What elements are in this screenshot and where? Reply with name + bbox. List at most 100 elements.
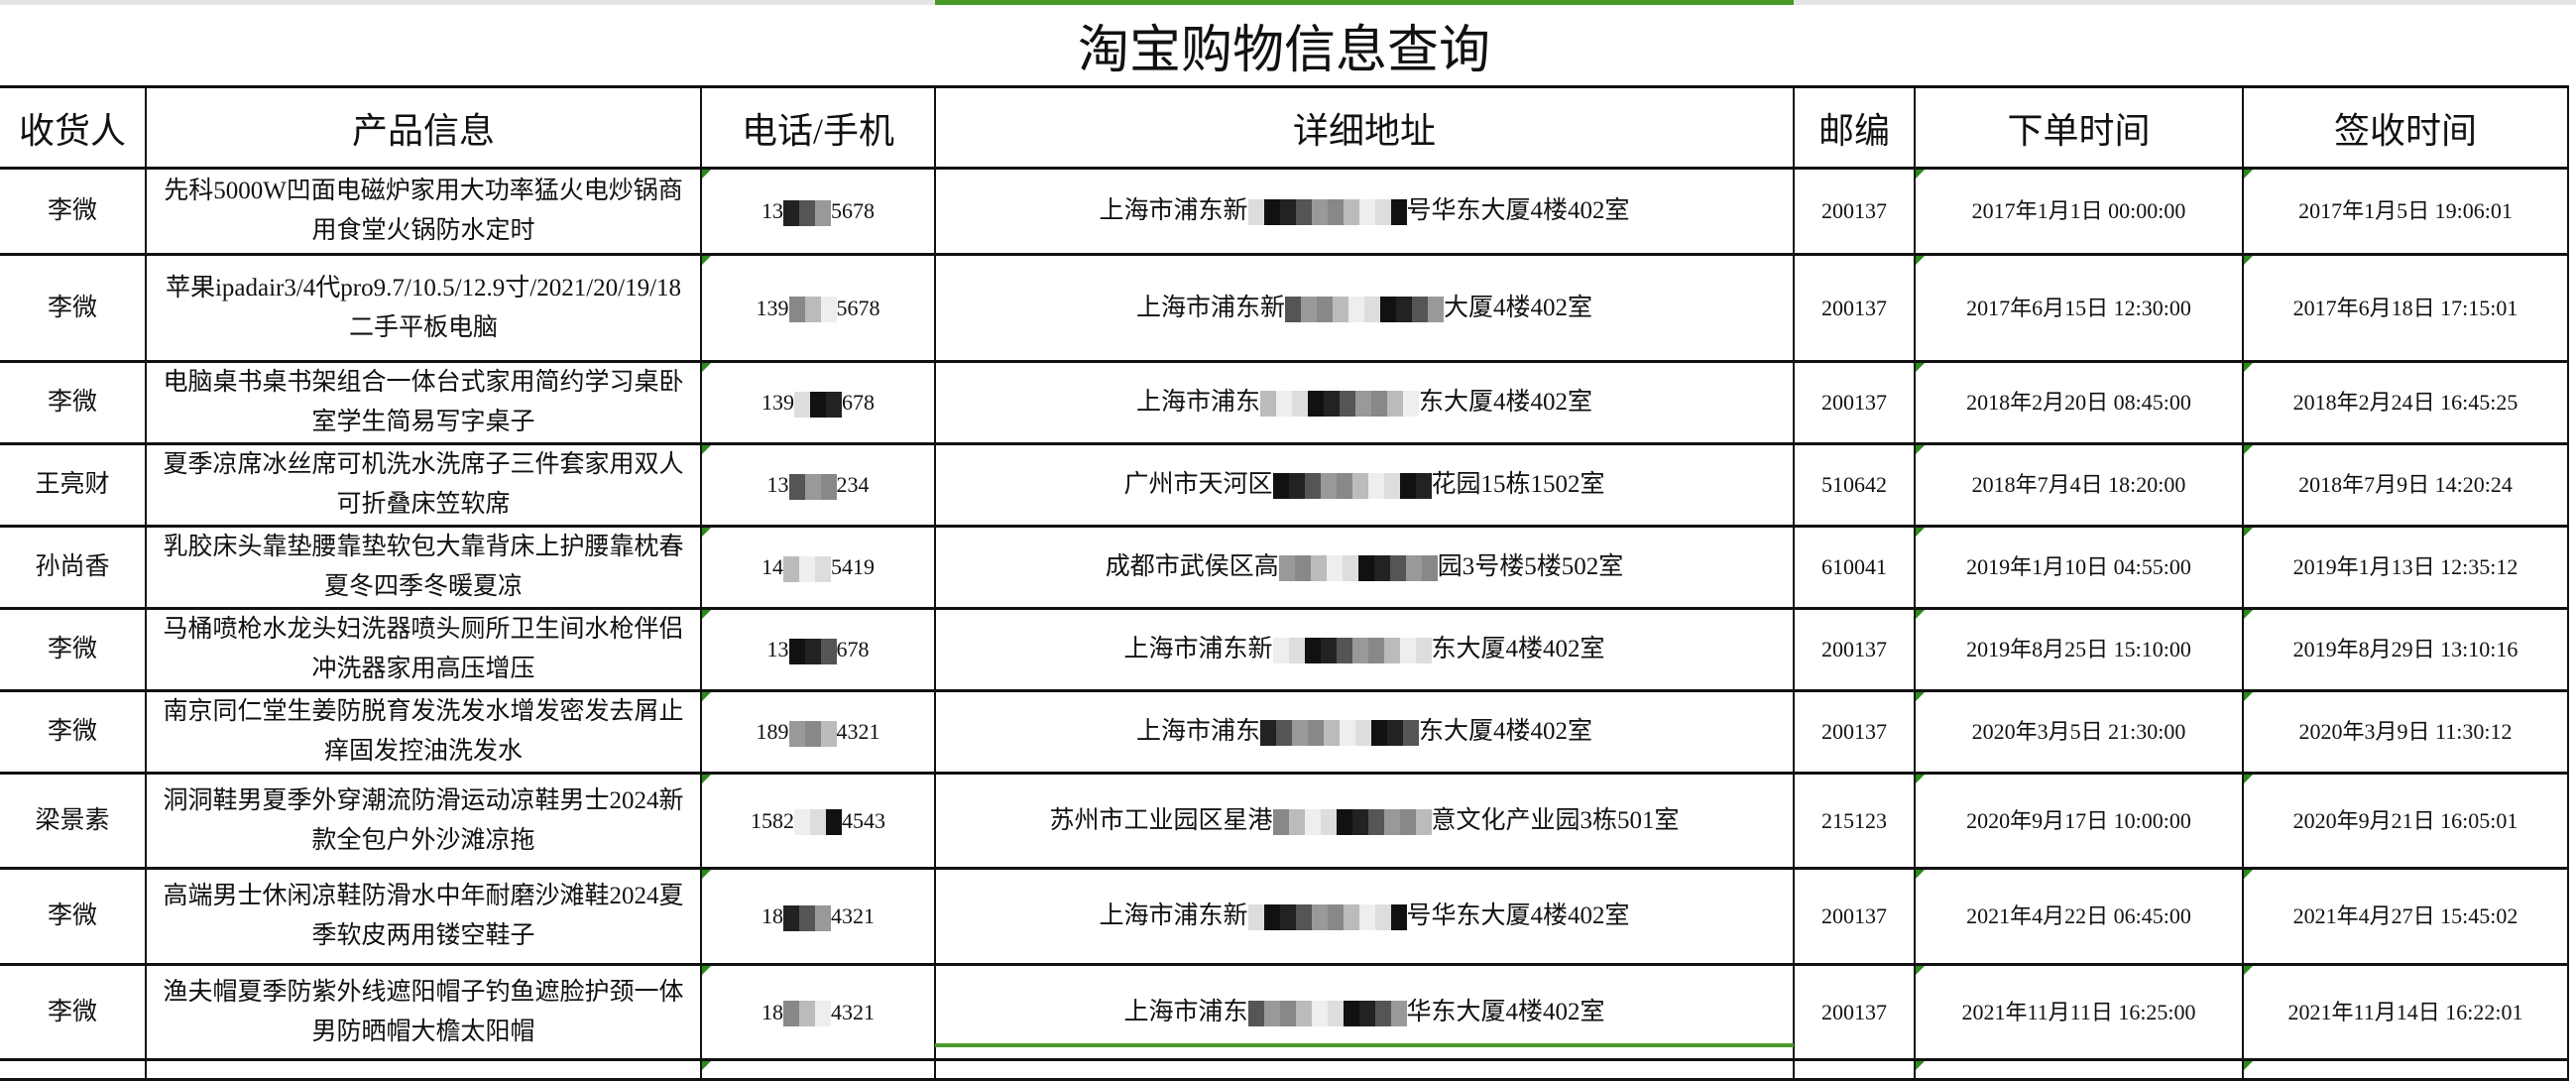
cell-phone[interactable]: 189 4321 <box>700 689 936 775</box>
cell-product[interactable]: 先科5000W凹面电磁炉家用大功率猛火电炒锅商用食堂火锅防水定时 <box>145 167 702 256</box>
redaction-mosaic <box>1260 720 1419 747</box>
cell-order-time[interactable]: 2020年3月5日 21:30:00 <box>1914 689 2244 775</box>
redaction-mosaic <box>783 199 831 226</box>
cell-address[interactable]: 广州市天河区 花园15栋1502室 <box>934 442 1795 528</box>
cell-order-time[interactable]: 2017年1月1日 00:00:00 <box>1914 167 2244 256</box>
cell-zip[interactable]: 200137 <box>1793 253 1916 363</box>
cell-phone[interactable]: 14 5419 <box>700 525 936 610</box>
phone-suffix: 4321 <box>831 903 875 928</box>
cell-sign-time[interactable]: 2018年7月9日 14:20:24 <box>2242 442 2569 528</box>
selection-border <box>935 1043 1794 1047</box>
cell-phone[interactable]: 139 5678 <box>700 253 936 363</box>
address-suffix: 花园15栋1502室 <box>1431 471 1605 498</box>
cell-phone[interactable]: 139 678 <box>700 360 936 445</box>
cell-order-time[interactable]: 2019年1月10日 04:55:00 <box>1914 525 2244 610</box>
sheet-title[interactable]: 淘宝购物信息查询 <box>1077 23 1490 79</box>
cell-order-time[interactable]: 2018年2月20日 08:45:00 <box>1914 360 2244 445</box>
cell-recipient[interactable]: 李微 <box>0 253 147 363</box>
cell-product[interactable]: 夏季凉席冰丝席可机洗水洗席子三件套家用双人可折叠床笠软席 <box>145 442 702 528</box>
cell-recipient[interactable]: 李微 <box>0 360 147 445</box>
cell-zip[interactable]: 200137 <box>1793 607 1916 692</box>
cell-recipient[interactable]: 王亮财 <box>0 442 147 528</box>
cell-sign-time[interactable]: 2020年3月9日 11:30:12 <box>2242 689 2569 775</box>
header-recipient[interactable]: 收货人 <box>0 85 147 170</box>
cell-sign-time[interactable]: 2021年11月14日 16:22:01 <box>2242 963 2569 1061</box>
cell-order-time[interactable]: 2017年6月15日 12:30:00 <box>1914 253 2244 363</box>
address-prefix: 上海市浦东新 <box>1135 294 1285 321</box>
cell-product[interactable]: 乳胶床头靠垫腰靠垫软包大靠背床上护腰靠枕春夏冬四季冬暖夏凉 <box>145 525 702 610</box>
phone-suffix: 5678 <box>836 295 880 320</box>
cell-sign-time[interactable]: 2017年1月5日 19:06:01 <box>2242 167 2569 256</box>
cell-zip[interactable]: 200137 <box>1793 963 1916 1061</box>
cell-address[interactable]: 苏州市工业园区星港 意文化产业园3栋501室 <box>934 772 1795 870</box>
cell-order-time[interactable]: 2021年4月22日 06:45:00 <box>1914 867 2244 966</box>
cell-address[interactable]: 上海市浦东新 大厦4楼402室 <box>934 253 1795 363</box>
redaction-mosaic <box>1247 199 1407 226</box>
cell-zip[interactable]: 200137 <box>1793 167 1916 256</box>
cell-sign-time[interactable]: 2020年9月21日 16:05:01 <box>2242 772 2569 870</box>
cell-sign-time[interactable]: 2019年1月13日 12:35:12 <box>2242 525 2569 610</box>
cell-zip[interactable]: 610041 <box>1793 525 1916 610</box>
cell-product[interactable]: 马桶喷枪水龙头妇洗器喷头厕所卫生间水枪伴侣冲洗器家用高压增压 <box>145 607 702 692</box>
cell-phone[interactable]: 13 234 <box>700 442 936 528</box>
cell-order-time[interactable]: 2020年9月17日 10:00:00 <box>1914 772 2244 870</box>
cell-zip[interactable]: 200137 <box>1793 360 1916 445</box>
cell-order-time[interactable]: 2018年7月4日 18:20:00 <box>1914 442 2244 528</box>
cell-recipient[interactable]: 梁景素 <box>0 772 147 870</box>
cell-address[interactable]: 上海市浦东 东大厦4楼402室 <box>934 689 1795 775</box>
cell-product[interactable]: 洞洞鞋男夏季外穿潮流防滑运动凉鞋男士2024新款全包户外沙滩凉拖 <box>145 772 702 870</box>
cell-product[interactable]: 苹果ipadair3/4代pro9.7/10.5/12.9寸/2021/20/1… <box>145 253 702 363</box>
cell-recipient[interactable]: 李微 <box>0 607 147 692</box>
redaction-mosaic <box>794 391 842 418</box>
cell-recipient[interactable]: 李微 <box>0 689 147 775</box>
cell-recipient[interactable]: 李微 <box>0 867 147 966</box>
cell-phone[interactable]: 18 4321 <box>700 867 936 966</box>
table-row: 梁景素 洞洞鞋男夏季外穿潮流防滑运动凉鞋男士2024新款全包户外沙滩凉拖 1582 4… <box>0 772 2569 870</box>
cell-sign-time[interactable]: 2018年2月24日 16:45:25 <box>2242 360 2569 445</box>
cell-product[interactable]: 电脑桌书桌书架组合一体台式家用简约学习桌卧室学生简易写字桌子 <box>145 360 702 445</box>
phone-prefix: 18 <box>761 999 783 1024</box>
header-sign-time[interactable]: 签收时间 <box>2242 85 2569 170</box>
cell-sign-time[interactable]: 2021年4月27日 15:45:02 <box>2242 867 2569 966</box>
cell-zip[interactable]: 200137 <box>1793 867 1916 966</box>
cell-recipient[interactable]: 孙尚香 <box>0 525 147 610</box>
address-suffix: 东大厦4楼402室 <box>1419 389 1593 416</box>
cell-zip[interactable]: 200137 <box>1793 689 1916 775</box>
address-prefix: 上海市浦东新 <box>1099 902 1248 929</box>
cell-product[interactable]: 高端男士休闲凉鞋防滑水中年耐磨沙滩鞋2024夏季软皮两用镂空鞋子 <box>145 867 702 966</box>
cell-product[interactable]: 南京同仁堂生姜防脱育发洗发水增发密发去屑止痒固发控油洗发水 <box>145 689 702 775</box>
cell-address[interactable]: 上海市浦东新 东大厦4楼402室 <box>934 607 1795 692</box>
cell-phone[interactable]: 13 678 <box>700 607 936 692</box>
cell-sign-time[interactable]: 2019年8月29日 13:10:16 <box>2242 607 2569 692</box>
address-prefix: 上海市浦东 <box>1135 389 1260 416</box>
cell-phone[interactable]: 1582 4543 <box>700 772 936 870</box>
cell-product[interactable]: 渔夫帽夏季防紫外线遮阳帽子钓鱼遮脸护颈一体男防晒帽大檐太阳帽 <box>145 963 702 1061</box>
cell-address[interactable]: 上海市浦东 东大厦4楼402室 <box>934 360 1795 445</box>
redaction-mosaic <box>1247 904 1407 931</box>
phone-suffix: 5419 <box>831 554 875 579</box>
phone-prefix: 1582 <box>751 807 794 833</box>
cell-zip[interactable]: 510642 <box>1793 442 1916 528</box>
cell-order-time[interactable]: 2019年8月25日 15:10:00 <box>1914 607 2244 692</box>
cell-phone[interactable]: 13 5678 <box>700 167 936 256</box>
cell-recipient[interactable]: 李微 <box>0 167 147 256</box>
cell-address[interactable]: 上海市浦东新 号华东大厦4楼402室 <box>934 867 1795 966</box>
cell-phone[interactable]: 18 4321 <box>700 963 936 1061</box>
header-phone[interactable]: 电话/手机 <box>700 85 936 170</box>
header-zip[interactable]: 邮编 <box>1793 85 1916 170</box>
cell-zip[interactable]: 215123 <box>1793 772 1916 870</box>
redaction-mosaic <box>1247 1000 1407 1026</box>
cell-recipient[interactable]: 李微 <box>0 963 147 1061</box>
redaction-mosaic <box>788 297 837 323</box>
header-address[interactable]: 详细地址 <box>934 85 1795 170</box>
address-suffix: 号华东大厦4楼402室 <box>1406 902 1630 929</box>
address-suffix: 东大厦4楼402室 <box>1419 718 1593 745</box>
header-product[interactable]: 产品信息 <box>145 85 702 170</box>
cell-address[interactable]: 成都市武侯区高 园3号楼5楼502室 <box>934 525 1795 610</box>
cell-sign-time[interactable]: 2017年6月18日 17:15:01 <box>2242 253 2569 363</box>
cell-order-time[interactable]: 2021年11月11日 16:25:00 <box>1914 963 2244 1061</box>
address-suffix: 号华东大厦4楼402室 <box>1406 197 1630 224</box>
header-order-time[interactable]: 下单时间 <box>1914 85 2244 170</box>
cell-address[interactable]: 上海市浦东新 号华东大厦4楼402室 <box>934 167 1795 256</box>
address-suffix: 园3号楼5楼502室 <box>1437 553 1624 580</box>
